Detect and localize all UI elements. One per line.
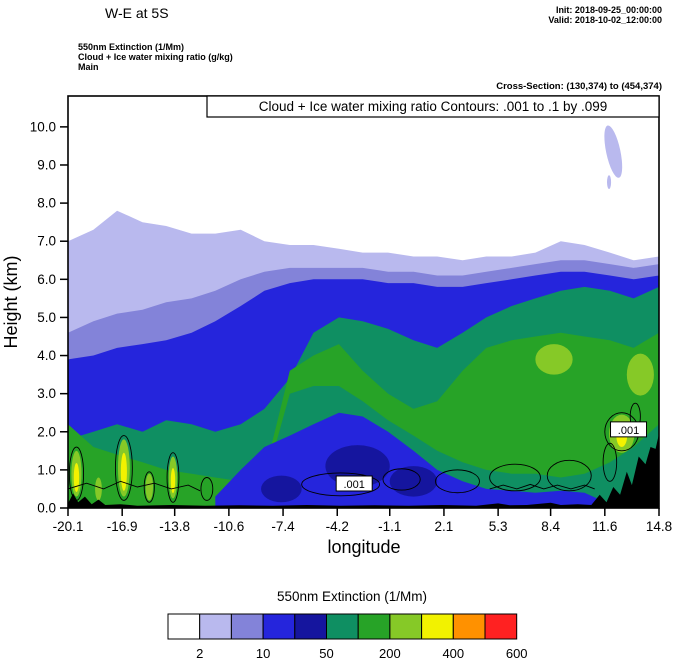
x-tick-label: -4.2 <box>326 519 349 534</box>
field-name-mixing-ratio: Cloud + Ice water mixing ratio (g/kg) <box>78 52 233 62</box>
y-tick-label: 4.0 <box>37 348 56 363</box>
y-axis-title: Height (km) <box>1 255 21 348</box>
contour-label-box <box>610 421 648 438</box>
x-tick-label: -16.9 <box>107 519 138 534</box>
upper-lavender-blob <box>604 125 623 178</box>
colorbar-tick-label: 10 <box>256 646 270 661</box>
deep-blue-core <box>389 466 438 497</box>
mixing-ratio-contour <box>68 446 85 501</box>
x-tick-label: -20.1 <box>53 519 84 534</box>
field-name-domain: Main <box>78 62 99 72</box>
colorbar-cell <box>230 613 264 640</box>
x-axis-title: longitude <box>327 537 400 557</box>
colorbar-title: 550nm Extinction (1/Mm) <box>277 589 427 604</box>
colorbar-cell <box>452 613 486 640</box>
y-tick-label: 8.0 <box>37 196 56 211</box>
init-timestamp: Init: 2018-09-25_00:00:00 <box>556 5 662 15</box>
colorbar: 2 10 50 200 400 600 <box>167 613 528 661</box>
y-tick-label: 1.0 <box>37 462 56 477</box>
colorbar-cell <box>262 613 296 640</box>
deep-blue-core <box>261 475 302 503</box>
mixing-ratio-contour <box>489 463 541 492</box>
contour-info-box: Cloud + Ice water mixing ratio Contours:… <box>206 95 660 118</box>
mixing-ratio-contour <box>489 483 595 490</box>
band-blue-bottom-layer <box>215 412 602 508</box>
x-tick-label: 2.1 <box>435 519 454 534</box>
mixing-ratio-contour <box>602 442 618 482</box>
y-tick-label: 3.0 <box>37 386 56 401</box>
axes: -20.1 -16.9 -13.8 -10.6 -7.4 -4.2 -1.1 2.1 5.3 8.… <box>30 119 672 534</box>
light-green-patch <box>95 477 102 501</box>
y-tick-label: 5.0 <box>37 310 56 325</box>
contour-label: .001 <box>343 479 364 491</box>
mixing-ratio-contour <box>114 435 133 501</box>
y-tick-label: 6.0 <box>37 272 56 287</box>
mixing-ratio-contour <box>68 480 201 492</box>
x-tick-label: -10.6 <box>213 519 244 534</box>
x-tick-label: 11.6 <box>592 519 617 534</box>
colorbar-cell <box>357 613 391 640</box>
y-tick-label: 2.0 <box>37 424 56 439</box>
light-green-patch <box>626 353 654 396</box>
x-tick-label: 8.4 <box>541 519 560 534</box>
yellow-patch <box>170 467 176 494</box>
mixing-ratio-contour <box>200 477 214 501</box>
valid-timestamp: Valid: 2018-10-02_12:00:00 <box>548 15 662 25</box>
x-tick-label: 14.8 <box>646 519 672 534</box>
x-tick-label: -13.8 <box>159 519 190 534</box>
colorbar-cell <box>389 613 423 640</box>
mixing-ratio-contour <box>546 459 592 492</box>
upper-lavender-blob <box>607 175 612 189</box>
colorbar-cell <box>326 613 359 640</box>
mixing-ratio-contour <box>382 468 421 491</box>
colorbar-cell <box>199 613 232 640</box>
contour-info-box-border <box>206 95 660 118</box>
light-green-patch <box>145 473 154 501</box>
colorbar-tick-label: 50 <box>319 646 333 661</box>
colorbar-cell <box>167 613 201 640</box>
cross-section-coords: Cross-Section: (130,374) to (454,374) <box>496 81 662 92</box>
figure-title: W-E at 5S <box>105 5 169 21</box>
mixing-ratio-contour <box>301 472 381 497</box>
mixing-ratio-contour <box>435 469 480 494</box>
colorbar-tick-label: 400 <box>442 646 464 661</box>
contour-info-text: Cloud + Ice water mixing ratio Contours:… <box>259 99 608 114</box>
x-tick-label: -7.4 <box>271 519 295 534</box>
light-green-patch <box>535 344 573 375</box>
yellow-patch <box>120 452 127 491</box>
contour-plot-area: .001 .001 <box>68 96 659 508</box>
y-tick-label: 10.0 <box>30 119 56 134</box>
colorbar-cell <box>421 613 454 640</box>
colorbar-tick-label: 600 <box>506 646 528 661</box>
y-tick-label: 0.0 <box>37 501 56 516</box>
colorbar-cell <box>294 613 327 640</box>
contour-label: .001 <box>618 425 639 437</box>
field-name-extinction: 550nm Extinction (1/Mm) <box>78 42 184 52</box>
terrain-profile <box>68 433 659 508</box>
x-tick-label: -1.1 <box>378 519 401 534</box>
y-tick-label: 9.0 <box>37 157 56 172</box>
y-tick-label: 7.0 <box>37 234 56 249</box>
contour-label-box <box>335 475 373 492</box>
mixing-ratio-contour <box>143 471 155 503</box>
yellow-patch <box>73 463 80 492</box>
colorbar-tick-label: 2 <box>196 646 203 661</box>
x-tick-label: 5.3 <box>489 519 508 534</box>
colorbar-tick-label: 200 <box>379 646 401 661</box>
colorbar-cell <box>484 613 518 640</box>
mixing-ratio-contour <box>166 452 180 503</box>
